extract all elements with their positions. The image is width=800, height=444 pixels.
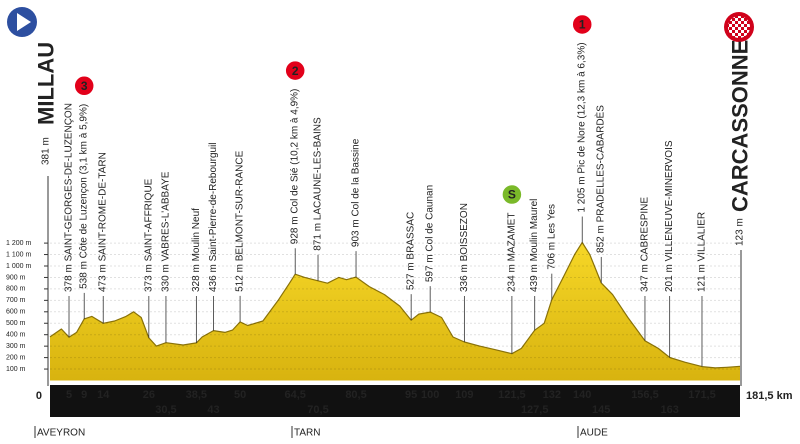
x-tick-label: 38,5: [186, 389, 207, 401]
x-tick-label: 132: [543, 389, 561, 401]
badge-circle: [284, 59, 306, 82]
waypoint-label: 439 m Moulin Maurel: [529, 199, 540, 292]
waypoint-label: 852 m PRADELLES-CABARDÈS: [594, 105, 607, 253]
start-altitude: 381 m: [41, 137, 52, 165]
waypoint-label: 121 m VILLALIER: [696, 212, 707, 292]
x-tick-label: 50: [234, 389, 246, 401]
badge-circle: [73, 75, 95, 97]
x-tick-label: 70,5: [307, 404, 328, 416]
y-tick-label: 1 000 m: [6, 263, 31, 270]
region-label: AUDE: [580, 428, 608, 439]
waypoint-label: 538 m Côte de Luzençon (3,1 km à 5,9%): [79, 104, 90, 289]
waypoint-label: 373 m SAINT-AFFRIQUE: [143, 178, 154, 292]
y-tick-label: 100 m: [6, 366, 26, 373]
finish-icon: [724, 12, 754, 42]
x-tick-label: 9: [81, 389, 87, 401]
x-tick-label: 163: [660, 404, 678, 416]
waypoint-label: 512 m BELMONT-SUR-RANCE: [235, 150, 246, 291]
y-tick-label: 1 200 m: [6, 240, 31, 247]
climb-badge: 2: [284, 59, 306, 82]
x-tick-label: 14: [97, 389, 110, 401]
waypoint-label: 928 m Col de Sié (10,2 km à 4,9%): [290, 89, 301, 245]
finish-altitude: 123 m: [735, 218, 746, 246]
waypoint-label: 328 m Moulin Neuf: [191, 208, 202, 292]
x-tick-label: 121,5: [498, 389, 526, 401]
x-tick-label: 145: [592, 404, 610, 416]
y-tick-label: 600 m: [6, 309, 26, 316]
x-tick-label: 64,5: [284, 389, 305, 401]
x-tick-label: 100: [421, 389, 439, 401]
badge-label: 1: [579, 18, 586, 32]
waypoint-label: 473 m SAINT-ROME-DE-TARN: [98, 152, 109, 292]
badge-circle: [501, 183, 523, 206]
y-tick-label: 700 m: [6, 297, 26, 304]
x-tick-label: 5: [66, 389, 72, 401]
y-tick-label: 500 m: [6, 320, 26, 327]
waypoint-label: 597 m Col de Caunan: [425, 185, 436, 282]
waypoint-label: 330 m VABRES-L'ABBAYE: [160, 171, 171, 292]
start-name: MILLAU: [34, 42, 59, 125]
x-tick-label: 0: [36, 390, 42, 402]
profile-fill: [50, 242, 740, 381]
x-tick-label: 43: [207, 404, 219, 416]
x-tick-label: 171,5: [688, 389, 716, 401]
waypoint-label: 1 205 m Pic de Nore (12,3 km à 6,3%): [577, 42, 588, 212]
start-icon: [7, 7, 37, 37]
waypoint-label: 378 m SAINT-GEORGES-DE-LUZENÇON: [64, 103, 75, 292]
badge-label: 2: [292, 64, 299, 78]
x-tick-label: 109: [455, 389, 473, 401]
y-tick-label: 300 m: [6, 343, 26, 350]
waypoint-label: 903 m Col de la Bassine: [351, 138, 362, 247]
climb-badge: S: [501, 183, 523, 206]
y-tick-label: 200 m: [6, 354, 26, 361]
y-tick-label: 900 m: [6, 274, 26, 281]
y-tick-label: 1 100 m: [6, 251, 31, 258]
climb-badge: 3: [73, 75, 95, 97]
x-tick-label: 95: [405, 389, 417, 401]
x-tick-label: 140: [573, 389, 591, 401]
x-tick-label: 156,5: [631, 389, 659, 401]
waypoint-label: 234 m MAZAMET: [506, 213, 517, 292]
region-label: AVEYRON: [37, 428, 85, 439]
badge-label: S: [508, 188, 516, 202]
x-tick-label: 181,5 km: [746, 390, 793, 402]
climb-badge: 1: [571, 13, 593, 36]
waypoint-label: 527 m BRASSAC: [406, 212, 417, 290]
x-tick-label: 80,5: [345, 389, 366, 401]
waypoint-label: 706 m Les Yes: [546, 204, 557, 270]
region-label: TARN: [294, 428, 320, 439]
distance-band: [50, 385, 740, 417]
finish-name: CARCASSONNE: [728, 40, 753, 212]
waypoint-label: 201 m VILLENEUVE-MINERVOIS: [664, 140, 675, 292]
badge-label: 3: [81, 79, 88, 93]
waypoint-label: 347 m CABRESPINE: [639, 197, 650, 292]
x-tick-label: 30,5: [155, 404, 176, 416]
waypoint-label: 436 m Saint-Pierre-de-Rebourguil: [208, 142, 219, 292]
waypoint-label: 871 m LACAUNE-LES-BAINS: [313, 117, 324, 251]
waypoint-label: 336 m BOISSEZON: [459, 203, 470, 292]
y-tick-label: 800 m: [6, 286, 26, 293]
x-tick-label: 26: [143, 389, 155, 401]
badge-circle: [571, 13, 593, 36]
y-tick-label: 400 m: [6, 332, 26, 339]
x-tick-label: 127,5: [521, 404, 549, 416]
